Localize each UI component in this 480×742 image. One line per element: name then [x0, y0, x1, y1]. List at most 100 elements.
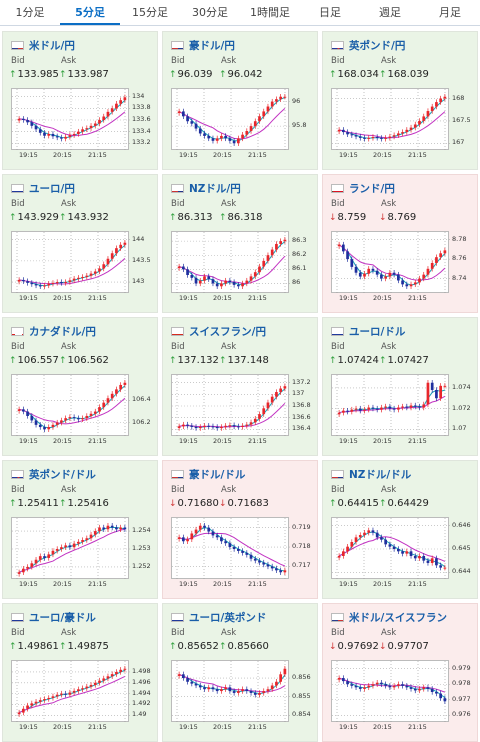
x-tick-label: 21:15 [408, 580, 427, 588]
currency-card[interactable]: ユーロ/円 Bid Ask ↑143.929 ↑143.932 144 143.5 143 19… [2, 174, 158, 313]
tab-4[interactable]: 1時間足 [250, 6, 290, 19]
x-tick-label: 21:15 [408, 294, 427, 302]
pair-name-link[interactable]: ユーロ/ドル [349, 325, 406, 338]
candle-body [443, 96, 447, 99]
short-ma-line [338, 98, 446, 139]
candle-body [220, 135, 223, 139]
candle-body [106, 111, 110, 117]
currency-card[interactable]: ランド/円 Bid Ask ↓8.759 ↓8.769 8.78 8.76 8.74 19:15… [322, 174, 478, 313]
bid-value: 137.132 [177, 355, 219, 366]
candle-body [384, 406, 388, 408]
ask-label: Ask [221, 199, 237, 209]
chart-area[interactable]: 134 133.8 133.6 133.4 133.2 19:15 20:15 21:15 [11, 88, 151, 162]
y-tick-label: 133.6 [132, 115, 151, 123]
currency-card[interactable]: ユーロ/豪ドル Bid Ask ↑1.49861 ↑1.49875 1.498 1.496 1… [2, 603, 158, 742]
candle-body [380, 682, 383, 685]
tab-0[interactable]: 1分足 [15, 6, 45, 19]
candle-body [375, 270, 379, 275]
x-tick-label: 21:15 [248, 437, 267, 445]
candle-body [81, 129, 84, 132]
candle-body [68, 280, 72, 283]
candle-body [21, 118, 25, 120]
candle-body [119, 527, 123, 530]
candle-body [38, 556, 42, 560]
pair-name-link[interactable]: ランド/円 [349, 182, 395, 195]
pair-name-link[interactable]: スイスフラン/円 [189, 325, 267, 338]
tab-5[interactable]: 日足 [319, 6, 341, 19]
tab-1[interactable]: 5分足 [60, 0, 120, 25]
pair-name-link[interactable]: カナダドル/円 [29, 325, 96, 338]
currency-card[interactable]: 豪ドル/ドル Bid Ask ↓0.71680 ↓0.71683 0.719 0.718 0.… [162, 460, 318, 599]
chart-area[interactable]: 1.498 1.496 1.494 1.492 1.49 19:15 20:15 21:15 [11, 660, 151, 734]
currency-grid: 米ドル/円 Bid Ask ↑133.985 ↑133.987 134 133.8 133.6… [2, 31, 478, 742]
currency-card[interactable]: 英ポンド/円 Bid Ask ↑168.034 ↑168.039 168 167.5 167 1… [322, 31, 478, 170]
pair-name-link[interactable]: ユーロ/円 [29, 182, 75, 195]
currency-card[interactable]: ユーロ/ドル Bid Ask ↑1.07424 ↑1.07427 1.074 1.072 1.… [322, 317, 478, 456]
pair-name-link[interactable]: 豪ドル/ドル [189, 468, 246, 481]
candle-body [236, 138, 240, 144]
candle-body [283, 96, 287, 98]
pair-name-link[interactable]: 米ドル/スイスフラン [349, 611, 448, 624]
chart-area[interactable]: 1.254 1.253 1.252 19:15 20:15 21:15 [11, 517, 151, 591]
tab-2[interactable]: 15分足 [132, 6, 168, 19]
up-arrow-icon: ↑ [9, 213, 17, 223]
pair-name-link[interactable]: 英ポンド/ドル [29, 468, 96, 481]
candle-body [93, 411, 97, 414]
up-arrow-icon: ↑ [169, 642, 177, 652]
currency-card[interactable]: ユーロ/英ポンド Bid Ask ↑0.85652 ↑0.85660 0.856 0.855… [162, 603, 318, 742]
tab-7[interactable]: 月足 [439, 6, 461, 19]
pair-name-link[interactable]: 豪ドル/円 [189, 39, 235, 52]
candle-body [346, 251, 349, 260]
currency-card[interactable]: カナダドル/円 Bid Ask ↑106.557 ↑106.562 106.4 106.2 1… [2, 317, 158, 456]
candle-body [275, 243, 278, 250]
tab-6[interactable]: 週足 [379, 6, 401, 19]
x-tick-label: 19:15 [19, 580, 38, 588]
pair-name-link[interactable]: 米ドル/円 [29, 39, 75, 52]
chart-area[interactable]: 0.856 0.855 0.854 19:15 20:15 21:15 [171, 660, 311, 734]
candle-body [422, 404, 426, 408]
candle-body [341, 551, 345, 556]
candle-body [60, 547, 63, 549]
candle-body [241, 425, 244, 427]
currency-card[interactable]: NZドル/円 Bid Ask ↑86.313 ↑86.318 86.3 86.2 86.1 86… [162, 174, 318, 313]
chart-area[interactable]: 86.3 86.2 86.1 86 19:15 20:15 21:15 [171, 231, 311, 305]
currency-card[interactable]: 豪ドル/円 Bid Ask ↑96.039 ↑96.042 96 95.8 19:15 20:1… [162, 31, 318, 170]
candle-body [30, 415, 34, 421]
currency-card[interactable]: 米ドル/スイスフラン Bid Ask ↓0.97692 ↓0.97707 0.979 0.9… [322, 603, 478, 742]
candle-body [85, 538, 89, 541]
chart-area[interactable]: 8.78 8.76 8.74 19:15 20:15 21:15 [331, 231, 471, 305]
chart-area[interactable]: 137.2 137 136.8 136.6 136.4 19:15 20:15 21:15 [171, 374, 311, 448]
currency-card[interactable]: NZドル/ドル Bid Ask ↑0.64415 ↑0.64429 0.646 0.645 0… [322, 460, 478, 599]
bid-label: Bid [331, 199, 345, 209]
pair-name-link[interactable]: NZドル/円 [189, 182, 241, 195]
chart-area[interactable]: 168 167.5 167 19:15 20:15 21:15 [331, 88, 471, 162]
currency-card[interactable]: 英ポンド/ドル Bid Ask ↑1.25411 ↑1.25416 1.254 1.253 1… [2, 460, 158, 599]
candle-body [98, 120, 101, 124]
chart-area[interactable]: 144 143.5 143 19:15 20:15 21:15 [11, 231, 151, 305]
chart-area[interactable]: 0.719 0.718 0.717 19:15 20:15 21:15 [171, 517, 311, 591]
candle-body [190, 274, 194, 278]
candle-body [435, 558, 438, 566]
chart-area[interactable]: 106.4 106.2 19:15 20:15 21:15 [11, 374, 151, 448]
candle-body [232, 140, 236, 144]
y-tick-label: 133.8 [132, 103, 151, 112]
pair-name-link[interactable]: 英ポンド/円 [349, 39, 406, 52]
candle-body [43, 556, 46, 558]
candle-body [34, 420, 38, 425]
currency-card[interactable]: スイスフラン/円 Bid Ask ↑137.132 ↑137.148 137.2 137 13… [162, 317, 318, 456]
tab-3[interactable]: 30分足 [192, 6, 228, 19]
currency-card[interactable]: 米ドル/円 Bid Ask ↑133.985 ↑133.987 134 133.8 133.6… [2, 31, 158, 170]
chart-area[interactable]: 0.646 0.645 0.644 19:15 20:15 21:15 [331, 517, 471, 591]
pair-name-link[interactable]: ユーロ/英ポンド [189, 611, 267, 624]
y-tick-label: 1.496 [132, 677, 151, 686]
chart-area[interactable]: 96 95.8 19:15 20:15 21:15 [171, 88, 311, 162]
pair-name-link[interactable]: NZドル/ドル [349, 468, 412, 481]
pair-name-link[interactable]: ユーロ/豪ドル [29, 611, 96, 624]
candle-body [363, 532, 366, 536]
candle-body [51, 550, 55, 555]
short-ma-line [19, 100, 126, 139]
chart-area[interactable]: 0.979 0.978 0.977 0.976 19:15 20:15 21:15 [331, 660, 471, 734]
chart-area[interactable]: 1.074 1.072 1.07 19:15 20:15 21:15 [331, 374, 471, 448]
y-tick-label: 106.4 [132, 395, 151, 404]
candle-body [228, 138, 232, 141]
